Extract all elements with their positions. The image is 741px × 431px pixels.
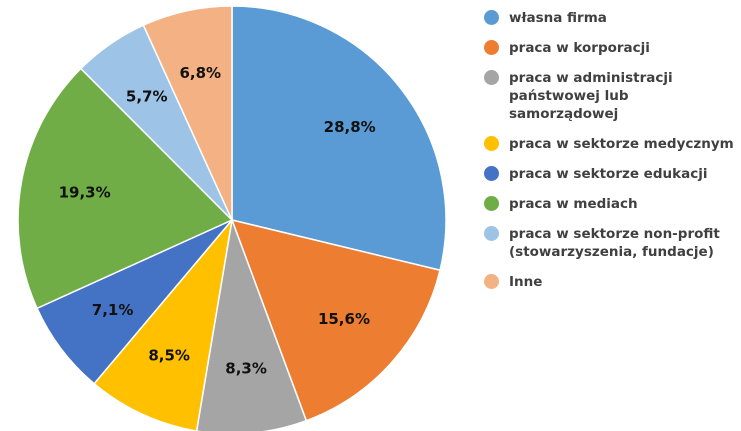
pie-slice <box>195 217 308 431</box>
legend-item: praca w administracji państwowej lub sam… <box>484 69 741 123</box>
legend-item: Inne <box>484 273 741 291</box>
legend-swatch <box>484 166 499 181</box>
pie-slice <box>231 5 447 272</box>
legend-label: praca w mediach <box>509 196 638 212</box>
legend-item: praca w sektorze non-profit (stowarzysze… <box>484 225 741 261</box>
legend-item: praca w korporacji <box>484 39 741 57</box>
data-label: 15,6% <box>318 310 370 328</box>
data-label: 8,3% <box>225 360 267 378</box>
data-label: 7,1% <box>92 301 134 319</box>
legend-label: praca w korporacji <box>509 40 650 56</box>
legend-label: praca w sektorze non-profit (stowarzysze… <box>509 226 720 260</box>
legend-swatch <box>484 196 499 211</box>
legend: własna firma praca w korporacji praca w ad… <box>484 9 741 303</box>
data-label: 6,8% <box>179 64 221 82</box>
pie-slice <box>17 67 234 310</box>
legend-item: praca w sektorze medycznym <box>484 135 741 153</box>
legend-item: własna firma <box>484 9 741 27</box>
legend-item: praca w sektorze edukacji <box>484 165 741 183</box>
legend-swatch <box>484 136 499 151</box>
legend-swatch <box>484 10 499 25</box>
pie-slice <box>142 5 233 221</box>
data-label: 5,7% <box>126 87 168 105</box>
legend-label: praca w sektorze medycznym <box>509 136 734 152</box>
legend-label: praca w administracji państwowej lub sam… <box>509 70 673 122</box>
data-label: 19,3% <box>59 184 111 202</box>
legend-swatch <box>484 226 499 241</box>
legend-label: własna firma <box>509 10 607 26</box>
legend-swatch <box>484 70 499 85</box>
legend-item: praca w mediach <box>484 195 741 213</box>
pie-slice <box>230 218 441 422</box>
legend-swatch <box>484 40 499 55</box>
data-label: 28,8% <box>324 118 376 136</box>
data-label: 8,5% <box>148 346 190 364</box>
legend-swatch <box>484 274 499 289</box>
legend-label: Inne <box>509 274 543 290</box>
pie-slice <box>93 217 234 431</box>
chart: 28,8% 15,6% 8,3% 8,5% 7,1% 19,3% 5,7% 6,8% <box>17 5 447 431</box>
legend-label: praca w sektorze edukacji <box>509 166 708 182</box>
